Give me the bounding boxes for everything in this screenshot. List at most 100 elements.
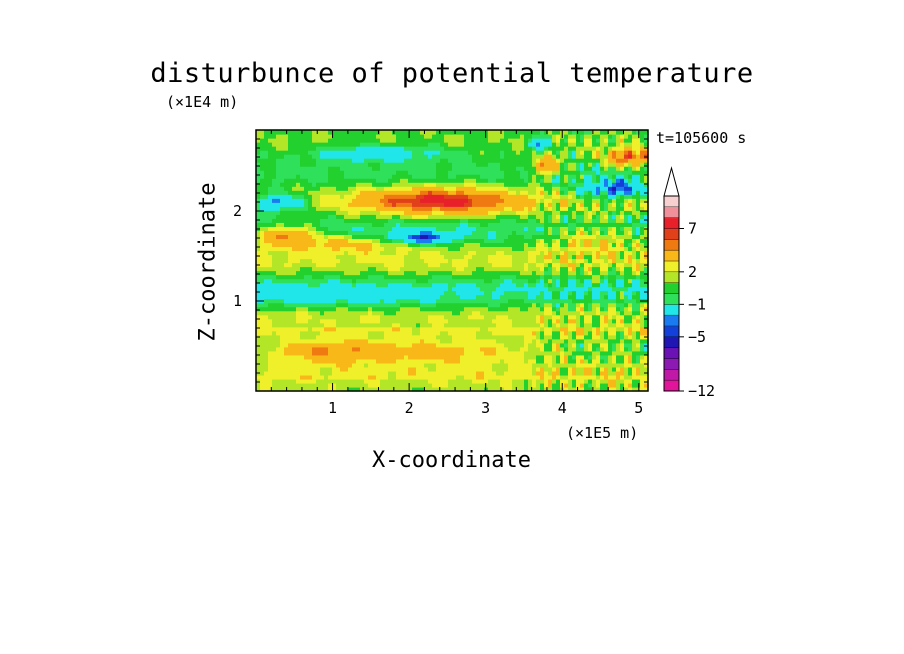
- field-cell: [412, 294, 417, 300]
- field-cell: [260, 278, 265, 284]
- field-cell: [268, 322, 273, 328]
- field-cell: [496, 226, 501, 231]
- field-cell: [432, 386, 437, 392]
- field-cell: [528, 242, 533, 248]
- field-cell: [312, 162, 317, 167]
- field-cell: [372, 306, 377, 312]
- field-cell: [520, 298, 525, 304]
- field-cell: [304, 282, 309, 288]
- field-cell: [424, 238, 429, 244]
- field-cell: [480, 174, 485, 179]
- field-cell: [544, 262, 549, 268]
- field-cell: [416, 262, 421, 268]
- field-cell: [444, 358, 449, 364]
- field-cell: [392, 258, 397, 264]
- field-cell: [372, 138, 377, 143]
- field-cell: [556, 258, 561, 264]
- field-cell: [480, 298, 485, 304]
- field-cell: [344, 194, 349, 199]
- field-cell: [336, 150, 341, 155]
- field-cell: [292, 242, 297, 248]
- field-cell: [396, 302, 401, 308]
- field-cell: [264, 214, 269, 219]
- field-cell: [500, 346, 505, 352]
- field-cell: [508, 194, 513, 199]
- field-cell: [360, 202, 365, 207]
- field-cell: [544, 258, 549, 264]
- field-cell: [548, 162, 553, 167]
- field-cell: [380, 362, 385, 368]
- field-cell: [408, 242, 413, 248]
- field-cell: [292, 262, 297, 268]
- field-cell: [516, 278, 521, 284]
- field-cell: [388, 222, 393, 227]
- field-cell: [292, 166, 297, 171]
- field-cell: [376, 254, 381, 260]
- field-cell: [484, 298, 489, 304]
- field-cell: [500, 386, 505, 392]
- field-cell: [484, 278, 489, 284]
- field-cell: [348, 334, 353, 340]
- field-cell: [516, 366, 521, 372]
- field-cell: [556, 254, 561, 260]
- field-cell: [512, 150, 517, 155]
- field-cell: [312, 358, 317, 364]
- field-cell: [456, 206, 461, 211]
- field-cell: [420, 334, 425, 340]
- field-cell: [456, 314, 461, 320]
- field-cell: [384, 358, 389, 364]
- field-cell: [308, 294, 313, 300]
- field-cell: [308, 142, 313, 147]
- field-cell: [296, 282, 301, 288]
- field-cell: [300, 154, 305, 159]
- field-cell: [320, 194, 325, 199]
- field-cell: [556, 374, 561, 380]
- field-cell: [364, 278, 369, 284]
- field-cell: [316, 218, 321, 223]
- field-cell: [428, 138, 433, 143]
- field-cell: [400, 290, 405, 296]
- field-cell: [432, 338, 437, 344]
- field-cell: [264, 286, 269, 292]
- field-cell: [552, 242, 557, 248]
- field-cell: [492, 214, 497, 219]
- field-cell: [288, 370, 293, 376]
- field-cell: [260, 146, 265, 151]
- field-cell: [412, 306, 417, 312]
- field-cell: [540, 286, 545, 292]
- field-cell: [460, 178, 465, 183]
- field-cell: [380, 346, 385, 352]
- field-cell: [288, 234, 293, 240]
- field-cell: [508, 150, 513, 155]
- field-cell: [492, 138, 497, 143]
- field-cell: [380, 326, 385, 332]
- field-cell: [512, 142, 517, 147]
- field-cell: [552, 294, 557, 300]
- field-cell: [396, 362, 401, 368]
- field-cell: [364, 178, 369, 183]
- field-cell: [444, 202, 449, 207]
- field-cell: [492, 158, 497, 163]
- field-cell: [316, 242, 321, 248]
- field-cell: [448, 298, 453, 304]
- field-cell: [396, 270, 401, 276]
- field-cell: [376, 186, 381, 191]
- field-cell: [556, 166, 561, 171]
- field-cell: [416, 298, 421, 304]
- field-cell: [352, 198, 357, 203]
- field-cell: [508, 162, 513, 167]
- field-cell: [540, 210, 545, 215]
- field-cell: [260, 302, 265, 308]
- field-cell: [480, 294, 485, 300]
- field-cell: [532, 154, 537, 159]
- field-cell: [344, 274, 349, 280]
- field-cell: [420, 214, 425, 219]
- field-cell: [376, 266, 381, 272]
- field-cell: [396, 274, 401, 280]
- field-cell: [344, 146, 349, 151]
- field-cell: [464, 234, 469, 240]
- field-cell: [284, 154, 289, 159]
- field-cell: [324, 370, 329, 376]
- field-cell: [380, 358, 385, 364]
- field-cell: [256, 186, 261, 191]
